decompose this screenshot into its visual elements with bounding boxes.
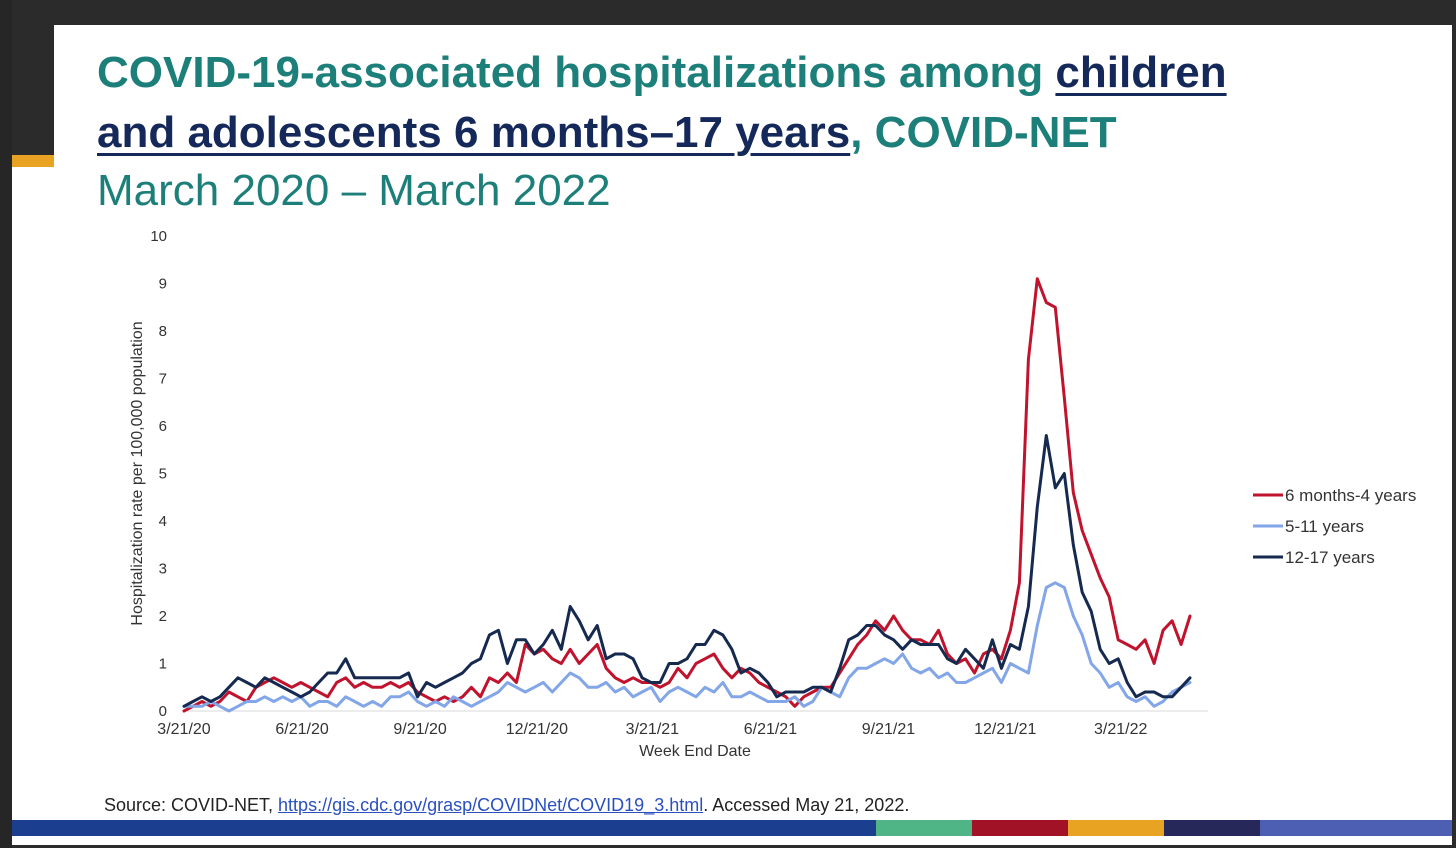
y-axis-title: Hospitalization rate per 100,000 populat…	[129, 321, 146, 625]
source-suffix: . Accessed May 21, 2022.	[703, 795, 910, 815]
x-axis-title: Week End Date	[639, 743, 751, 760]
y-tick-label: 9	[159, 276, 167, 293]
y-tick-label: 8	[159, 323, 167, 340]
series-line	[182, 434, 1192, 708]
title-text-part2: , COVID-NET	[850, 108, 1117, 157]
window-top-bar	[0, 0, 1456, 25]
y-tick-label: 7	[159, 371, 167, 388]
bottom-bar-segment	[12, 820, 108, 836]
line-chart: 0 1 2 3 4 5 6 7 8 9 10 3/21/20 6/21/20 9/21/20 12/21/2…	[129, 228, 1416, 760]
x-tick-label: 3/21/20	[157, 721, 210, 738]
source-prefix: Source: COVID-NET,	[104, 795, 279, 815]
title-link-age-range[interactable]: and adolescents 6 months–17 years	[97, 108, 851, 157]
title-line-1: COVID-19-associated hospitalizations amo…	[97, 43, 1427, 103]
bottom-color-bar	[12, 820, 1452, 836]
y-tick-label: 0	[159, 703, 167, 720]
bottom-bar-segment	[684, 820, 780, 836]
x-tick-label: 6/21/21	[744, 721, 797, 738]
slide-subtitle: March 2020 – March 2022	[97, 166, 611, 215]
series-line	[182, 277, 1192, 713]
x-tick-label: 9/21/21	[862, 721, 915, 738]
legend-label: 5-11 years	[1285, 517, 1364, 536]
bottom-bar-segment	[204, 820, 300, 836]
bottom-bar-segment	[396, 820, 492, 836]
bottom-bar-segment	[588, 820, 684, 836]
bottom-bar-segment	[1068, 820, 1164, 836]
bottom-bar-segment	[1260, 820, 1356, 836]
y-tick-label: 1	[159, 656, 167, 673]
y-tick-label: 5	[159, 466, 167, 483]
slide-title: COVID-19-associated hospitalizations amo…	[97, 43, 1427, 219]
slide: COVID-19-associated hospitalizations amo…	[12, 25, 1452, 845]
bottom-bar-segment	[1164, 820, 1260, 836]
source-link[interactable]: https://gis.cdc.gov/grasp/COVIDNet/COVID…	[278, 795, 704, 815]
x-tick-label: 12/21/21	[974, 721, 1036, 738]
y-tick-label: 6	[159, 418, 167, 435]
source-note: Source: COVID-NET, https://gis.cdc.gov/g…	[104, 795, 909, 816]
x-tick-label: 9/21/20	[393, 721, 446, 738]
bottom-bar-segment	[492, 820, 588, 836]
title-text-part1: COVID-19-associated hospitalizations amo…	[97, 48, 1056, 97]
title-link-children[interactable]: children	[1055, 48, 1227, 97]
y-tick-label: 3	[159, 561, 167, 578]
legend-label: 6 months-4 years	[1285, 486, 1416, 505]
window-left-edge	[0, 0, 12, 848]
bottom-bar-segment	[1356, 820, 1452, 836]
legend-label: 12-17 years	[1285, 548, 1375, 567]
series-line	[182, 581, 1192, 713]
bottom-bar-segment	[876, 820, 972, 836]
bottom-bar-segment	[300, 820, 396, 836]
x-tick-label: 3/21/21	[626, 721, 679, 738]
x-tick-label: 12/21/20	[506, 721, 568, 738]
title-line-2: and adolescents 6 months–17 years, COVID…	[97, 103, 1427, 163]
y-tick-label: 10	[150, 228, 167, 245]
x-tick-label: 3/21/22	[1094, 721, 1147, 738]
y-tick-label: 4	[159, 513, 167, 530]
y-tick-label: 2	[159, 608, 167, 625]
bottom-bar-segment	[972, 820, 1068, 836]
x-tick-label: 6/21/20	[275, 721, 328, 738]
slide-corner-block	[12, 25, 54, 155]
bottom-bar-segment	[780, 820, 876, 836]
orange-accent-tab	[12, 155, 54, 167]
bottom-bar-segment	[108, 820, 204, 836]
